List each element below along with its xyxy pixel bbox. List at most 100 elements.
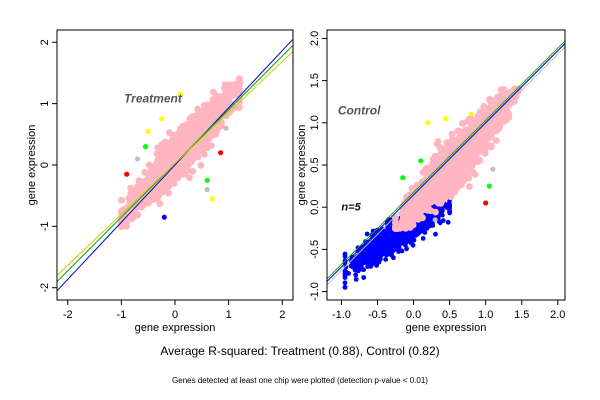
pink-point xyxy=(164,152,171,160)
plot-area xyxy=(57,38,293,292)
blue-point xyxy=(396,234,401,240)
pink-point xyxy=(171,145,179,153)
pink-point xyxy=(435,199,442,207)
blue-point xyxy=(410,238,415,244)
blue-point xyxy=(349,263,355,269)
outlier-point xyxy=(418,158,424,164)
pink-point xyxy=(189,119,197,127)
fit-lines xyxy=(57,38,293,292)
blue-point xyxy=(342,253,348,259)
outlier-point xyxy=(134,156,141,162)
blue-point xyxy=(399,235,405,241)
blue-point xyxy=(359,257,365,263)
blue-point xyxy=(426,214,432,220)
blue-point xyxy=(363,250,369,256)
blue-point xyxy=(390,241,396,247)
pink-point xyxy=(230,104,238,112)
pink-point xyxy=(132,186,139,194)
blue-point xyxy=(404,232,410,238)
pink-point xyxy=(189,167,197,175)
blue-point xyxy=(343,264,349,270)
pink-point xyxy=(147,175,155,183)
blue-point xyxy=(409,232,414,238)
pink-point xyxy=(144,198,151,205)
pink-point xyxy=(158,141,165,149)
x-tick-label: 2 xyxy=(279,309,285,321)
blue-point xyxy=(388,245,393,251)
outlier-point xyxy=(142,144,149,150)
outlier-point xyxy=(483,200,489,206)
pink-point xyxy=(171,174,179,182)
blue-point xyxy=(378,239,384,245)
y-tick-label: 0 xyxy=(39,162,51,168)
blue-point xyxy=(365,264,371,269)
blue-point xyxy=(433,231,438,237)
x-tick-label: 0 xyxy=(172,309,178,321)
pink-point xyxy=(194,132,202,140)
blue-point xyxy=(342,268,348,274)
blue-point xyxy=(373,234,379,239)
blue-point xyxy=(383,257,389,262)
pink-point xyxy=(220,97,228,104)
pink-point xyxy=(156,200,164,208)
fit-line xyxy=(57,51,293,276)
y-tick-label: -2 xyxy=(39,283,51,293)
x-tick-label: -2 xyxy=(63,309,73,321)
panel-label: Treatment xyxy=(124,91,183,105)
blue-point xyxy=(370,261,376,266)
blue-point xyxy=(342,275,348,280)
pink-point xyxy=(189,147,197,155)
pink-point xyxy=(118,196,125,204)
plot-area xyxy=(327,40,565,290)
pink-point xyxy=(218,104,226,111)
y-axis-title: gene expression xyxy=(26,125,38,206)
outlier-point xyxy=(161,214,167,220)
pink-point xyxy=(197,161,205,169)
pink-point xyxy=(154,164,162,172)
x-tick-label: 1 xyxy=(226,309,232,321)
blue-point xyxy=(381,250,387,256)
pink-point xyxy=(163,179,170,187)
pink-point xyxy=(209,101,217,109)
blue-point xyxy=(365,258,371,264)
blue-point xyxy=(377,247,383,253)
outlier-point xyxy=(223,125,229,131)
blue-point xyxy=(371,252,377,258)
outlier-point xyxy=(490,166,496,172)
pink-point xyxy=(189,157,196,164)
pink-point xyxy=(221,81,229,89)
blue-point xyxy=(381,247,386,252)
outlier-point xyxy=(432,217,438,223)
pink-point xyxy=(236,77,243,85)
blue-point xyxy=(444,205,450,210)
outlier-point xyxy=(209,196,216,202)
blue-point xyxy=(413,232,418,238)
pink-point xyxy=(157,150,165,158)
pink-point xyxy=(207,142,215,150)
pink-point xyxy=(186,174,193,182)
pink-point xyxy=(171,138,179,146)
pink-point xyxy=(235,88,242,96)
blue-point xyxy=(445,219,451,225)
pink-point xyxy=(126,201,134,209)
blue-point xyxy=(430,223,436,228)
outlier-point xyxy=(124,171,130,177)
blue-point xyxy=(373,256,379,261)
blue-point xyxy=(359,252,364,258)
pink-point xyxy=(198,114,205,121)
pink-point xyxy=(448,130,456,138)
pink-point xyxy=(138,178,146,186)
blue-point xyxy=(404,246,409,252)
y-tick-label: 2 xyxy=(39,39,51,45)
pink-point xyxy=(198,125,206,133)
pink-point xyxy=(215,123,223,131)
blue-point xyxy=(361,275,367,280)
blue-point xyxy=(392,231,398,237)
pink-point xyxy=(465,183,473,191)
outlier-point xyxy=(204,177,210,183)
blue-point xyxy=(437,206,443,211)
blue-point xyxy=(353,277,359,282)
fit-line xyxy=(57,38,293,292)
